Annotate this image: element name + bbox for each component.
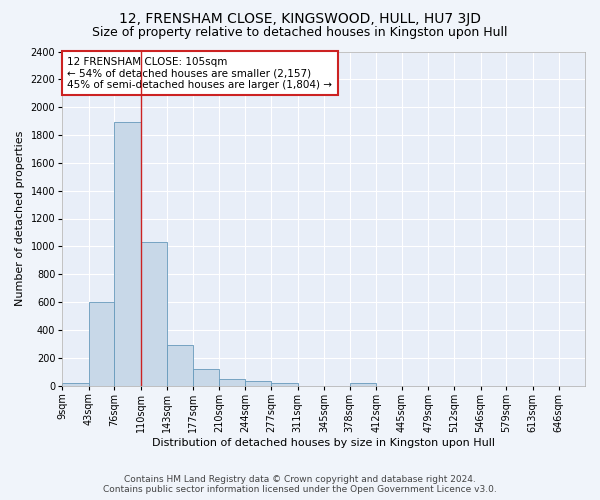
Text: 12, FRENSHAM CLOSE, KINGSWOOD, HULL, HU7 3JD: 12, FRENSHAM CLOSE, KINGSWOOD, HULL, HU7…: [119, 12, 481, 26]
Bar: [167, 345, 193, 386]
X-axis label: Distribution of detached houses by size in Kingston upon Hull: Distribution of detached houses by size …: [152, 438, 495, 448]
Bar: [115, 122, 141, 386]
Y-axis label: Number of detached properties: Number of detached properties: [15, 131, 25, 306]
Bar: [245, 382, 271, 386]
Bar: [271, 382, 298, 386]
Bar: [350, 382, 376, 386]
Text: Contains HM Land Registry data © Crown copyright and database right 2024.
Contai: Contains HM Land Registry data © Crown c…: [103, 474, 497, 494]
Text: Size of property relative to detached houses in Kingston upon Hull: Size of property relative to detached ho…: [92, 26, 508, 39]
Bar: [193, 370, 219, 386]
Text: 12 FRENSHAM CLOSE: 105sqm
← 54% of detached houses are smaller (2,157)
45% of se: 12 FRENSHAM CLOSE: 105sqm ← 54% of detac…: [67, 56, 332, 90]
Bar: [89, 302, 115, 386]
Bar: [62, 382, 89, 386]
Bar: [219, 378, 245, 386]
Bar: [141, 242, 167, 386]
